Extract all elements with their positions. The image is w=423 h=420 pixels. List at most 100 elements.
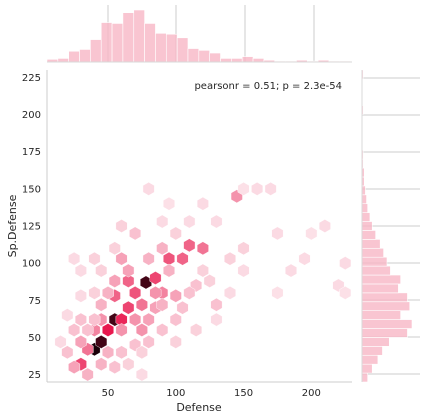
hexbin-cell (122, 357, 135, 372)
y-tick-label: 225 (22, 73, 41, 84)
top-hist-bar (57, 58, 69, 63)
right-hist-bar (361, 256, 388, 267)
hexbin-cell (122, 274, 135, 288)
right-hist-bar (361, 194, 367, 205)
y-tick-label: 175 (22, 147, 41, 158)
y-tick-label: 100 (22, 259, 41, 270)
hexbin-cell (163, 196, 175, 211)
hexbin-cell (339, 256, 352, 270)
top-hist-bar (79, 49, 91, 63)
hexbin-cell (271, 226, 284, 241)
hexbin-cell (156, 297, 169, 312)
hexbin-cell (68, 360, 81, 374)
hexbin-cell (169, 335, 182, 349)
right-hist-bar (361, 328, 408, 338)
hexbin-cell (61, 308, 74, 322)
hexbin-cell (210, 297, 223, 312)
top-hist-bar (100, 22, 113, 63)
hexbin-cell (183, 238, 196, 253)
hexbin-cell (108, 241, 121, 256)
hexbin-cell (68, 323, 81, 337)
top-hist-bar (133, 9, 145, 63)
hexbin-cell (129, 312, 142, 327)
hexbin-cell (129, 226, 142, 241)
top-hist-bar (220, 58, 232, 63)
hexbin-cell (169, 288, 182, 303)
hexbin-cell (95, 335, 108, 349)
hexbin-cell (74, 263, 87, 278)
top-hist-bar (252, 58, 265, 63)
top-hist-bar (198, 50, 210, 63)
hexbin-cell (102, 286, 114, 300)
pearson-annotation: pearsonr = 0.51; p = 2.3e-54 (194, 81, 342, 92)
hexbin-cell (224, 286, 236, 300)
hexbin-cell (318, 219, 331, 233)
right-hist-bar (361, 292, 408, 303)
top-hist-bar (122, 12, 135, 63)
hexbin-cell (339, 286, 352, 300)
y-tick-label: 50 (28, 333, 41, 344)
top-hist-bar (209, 52, 221, 63)
hexbin-cell (163, 263, 175, 278)
hexbin-cell (95, 263, 108, 278)
hexbin-cell (298, 251, 311, 266)
top-hist-bar (165, 33, 178, 63)
hexbin-cell (305, 226, 318, 241)
y-tick-label: 200 (22, 110, 41, 121)
right-hist-bar (361, 203, 368, 213)
y-tick-labels: 25 50 75 100 125 150 175 200 225 (22, 73, 41, 381)
hexbin-cell (135, 297, 148, 312)
hexbin-cell (74, 288, 87, 303)
top-hist-bar (68, 50, 80, 63)
right-hist-bar (361, 221, 373, 231)
x-axis-label: Defense (176, 401, 222, 414)
top-hist-bar (144, 23, 156, 63)
right-hist-bar (361, 283, 399, 294)
hexbin-cell (183, 214, 196, 229)
hexbin-cell (95, 297, 108, 312)
hexbin-cell (156, 323, 169, 337)
top-hist-bar (231, 58, 243, 63)
hexbin-cell (156, 214, 169, 229)
hexbin-cell (264, 182, 277, 196)
hexbin-cell (135, 323, 148, 337)
top-marginal-histogram (46, 5, 352, 63)
hexbin-cell (149, 286, 162, 300)
hexbin-cell (237, 241, 250, 256)
hexbin-cell (237, 182, 250, 196)
x-tick-label: 50 (102, 388, 115, 399)
hexbin-cell (142, 335, 155, 349)
hexbin-cell (115, 251, 128, 266)
hexbin-cell (149, 271, 162, 285)
right-hist-bar (361, 337, 390, 347)
y-axis-label: Sp.Defense (6, 194, 19, 257)
hexbin-cell (156, 241, 169, 256)
y-tick-label: 125 (22, 222, 41, 233)
x-tick-label: 100 (166, 388, 185, 399)
y-tick-label: 150 (22, 184, 41, 195)
hexbin-cell (271, 286, 284, 300)
hexbin-cell (74, 335, 87, 349)
hexbin-cell (169, 312, 182, 327)
hexbin-cell (135, 345, 148, 360)
right-hist-bar (361, 310, 401, 320)
hexbin-cell (176, 300, 189, 315)
right-hist-bar (361, 346, 383, 356)
top-hist-bar (90, 39, 102, 63)
hexbin-cell (88, 286, 101, 300)
hexbin-cell (81, 367, 94, 382)
hexbin-cell (115, 219, 128, 233)
x-tick-label: 150 (234, 388, 253, 399)
hexbin-cell (102, 323, 114, 337)
right-hist-bar (361, 354, 379, 365)
right-hist-bar (361, 372, 368, 383)
x-tick-labels: 50 100 150 200 (102, 388, 321, 399)
hexbin-cell (88, 312, 101, 327)
hexbin-cell (108, 274, 121, 288)
top-hist-bar (111, 23, 124, 63)
right-hist-bar (361, 301, 411, 311)
hexbin-cell (88, 251, 101, 266)
hexbin-cell (196, 241, 209, 256)
hexbin-cell (74, 312, 87, 327)
